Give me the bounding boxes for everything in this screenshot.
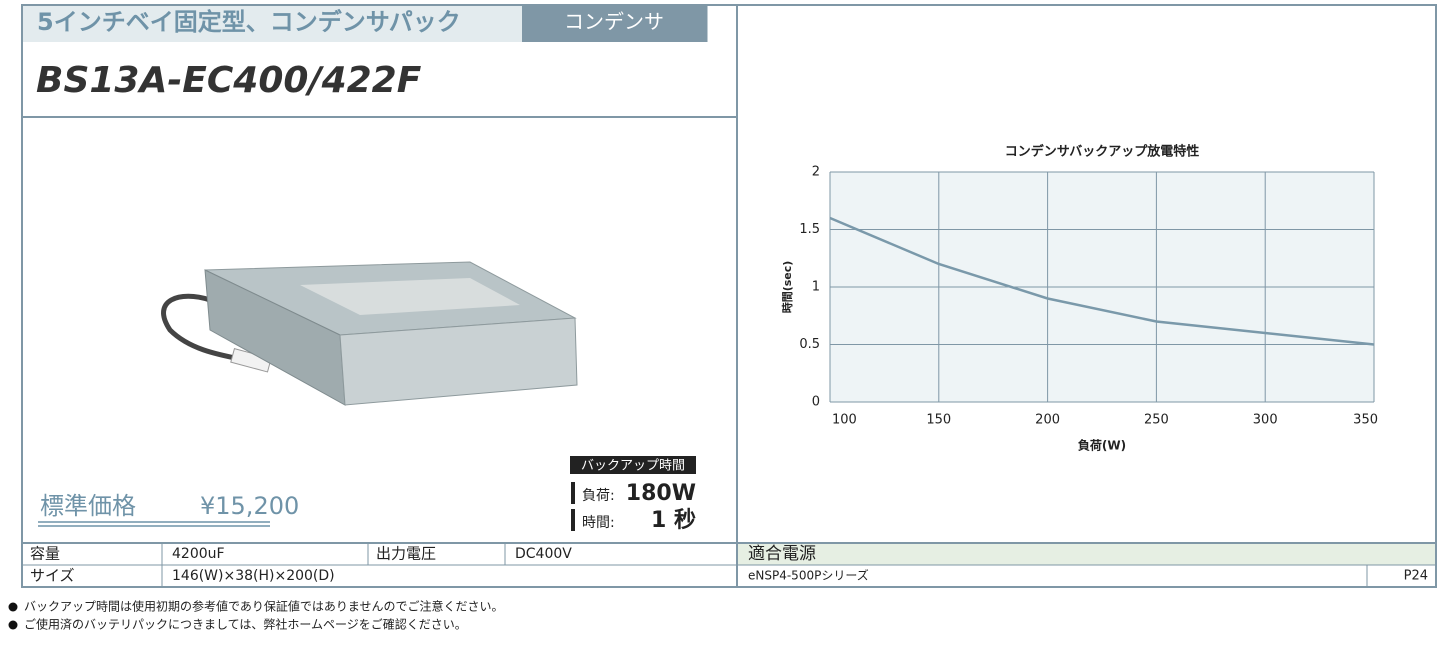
category: 5インチベイ固定型、コンデンサパック [37, 8, 461, 36]
data-line [829, 216, 1375, 346]
load-label: 負荷: [582, 488, 615, 504]
backup-title-bg [570, 456, 696, 474]
x-axis-label: 負荷(W) [1078, 438, 1126, 453]
note: バックアップ時間は使用初期の参考値であり保証値ではありませんのでご注意ください。 [24, 599, 504, 614]
y-tick-label: 0.5 [799, 337, 820, 352]
x-tick-label: 350 [1353, 413, 1378, 428]
x-tick-label: 250 [1144, 413, 1169, 428]
x-tick-label: 100 [832, 413, 857, 428]
chart-title: コンデンサバックアップ放電特性 [1005, 144, 1199, 160]
spec-table [22, 542, 1436, 587]
price-value: ¥15,200 [200, 492, 299, 520]
y-tick-label: 1 [812, 280, 820, 295]
x-tick-label: 300 [1253, 413, 1278, 428]
spec-cell: DC400V [515, 546, 572, 562]
spec-cell: 出力電圧 [376, 545, 436, 563]
product-image [161, 261, 578, 406]
bar [571, 482, 575, 504]
y-tick-label: 2 [812, 165, 820, 180]
x-tick-label: 150 [926, 413, 951, 428]
spec-cell: サイズ [30, 567, 75, 585]
model: BS13A-EC400/422F [36, 60, 422, 101]
compatible-name: eNSP4-500Pシリーズ [748, 568, 869, 583]
x-tick-label: 200 [1035, 413, 1060, 428]
y-tick-label: 1.5 [799, 222, 820, 237]
spec-cell: 146(W)×38(H)×200(D) [172, 568, 335, 584]
bar [571, 509, 575, 531]
compatible-page: P24 [1404, 569, 1428, 584]
spec-cell: 容量 [30, 545, 60, 563]
bullet [8, 620, 18, 630]
tab-label: コンデンサ [564, 10, 664, 34]
time: 1 秒 [651, 508, 696, 533]
bullet [8, 602, 18, 612]
backup-title: バックアップ時間 [581, 459, 685, 474]
compatible-title: 適合電源 [748, 544, 816, 564]
spec-cell: 4200uF [172, 546, 225, 562]
price-label: 標準価格 [40, 492, 136, 520]
header-tab [522, 6, 707, 42]
note: ご使用済のバッテリパックにつきましては、弊社ホームページをご確認ください。 [24, 617, 467, 632]
load: 180W [626, 481, 696, 506]
y-axis-label: 時間(sec) [780, 261, 794, 314]
header-band [23, 6, 522, 42]
y-tick-label: 0 [812, 395, 820, 410]
time-label: 時間: [582, 515, 615, 531]
